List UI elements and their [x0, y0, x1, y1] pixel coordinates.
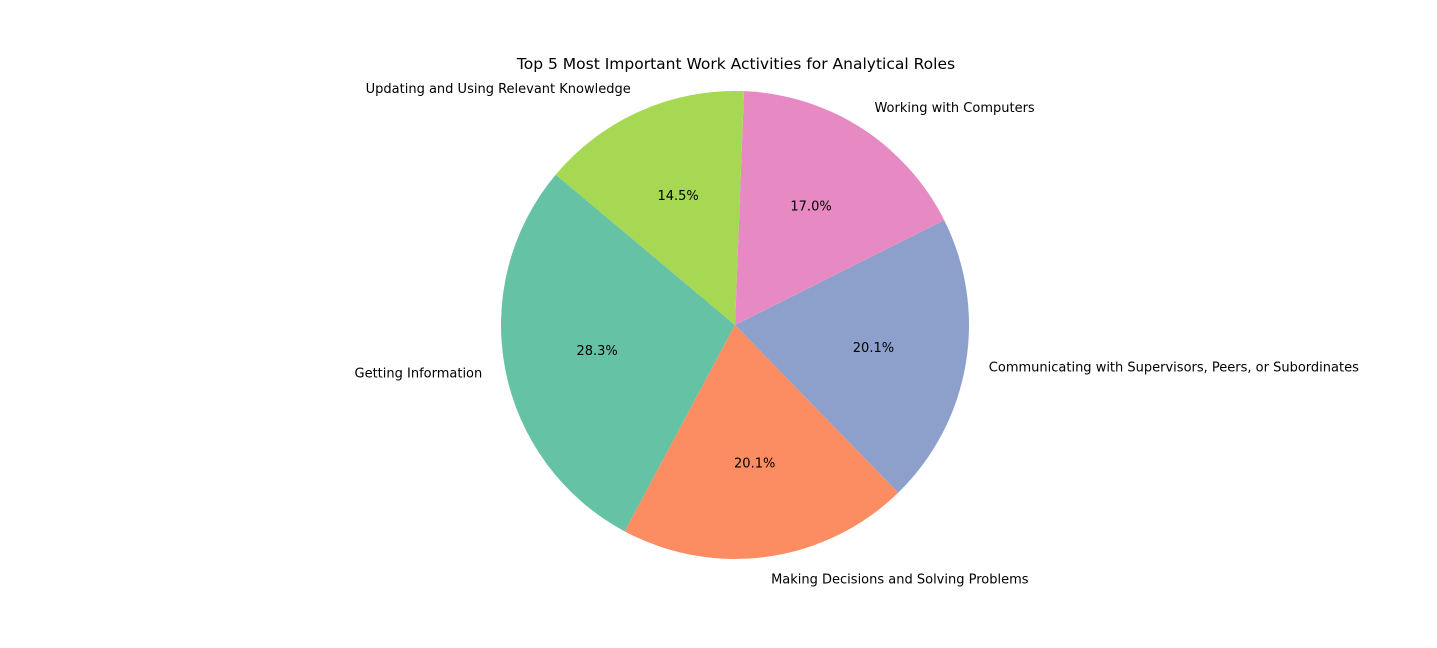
slice-percent-making-decisions-and-solving-problems: 20.1% — [734, 457, 775, 472]
chart-title: Top 5 Most Important Work Activities for… — [516, 55, 955, 73]
pie-slice-updating-and-using-relevant-knowledge — [555, 90, 744, 326]
pie-slice-working-with-computers — [735, 91, 945, 325]
pie-slices — [501, 90, 969, 559]
pie-slice-getting-information — [501, 174, 735, 532]
slice-percent-updating-and-using-relevant-knowledge: 14.5% — [657, 189, 698, 204]
pie-slice-communicating-with-supervisors-peers-or-subordinates — [735, 220, 969, 493]
slice-percent-communicating-with-supervisors-peers-or-subordinates: 20.1% — [853, 341, 894, 356]
pie-labels: Getting Information 28.3% Making Decisions… — [355, 82, 1360, 587]
pie-slice-making-decisions-and-solving-problems — [624, 325, 899, 559]
slice-label-getting-information: Getting Information — [355, 366, 483, 381]
slice-label-communicating-with-supervisors-peers-or-subordinates: Communicating with Supervisors, Peers, o… — [989, 360, 1359, 375]
slice-percent-getting-information: 28.3% — [576, 344, 617, 359]
slice-label-making-decisions-and-solving-problems: Making Decisions and Solving Problems — [771, 572, 1029, 587]
slice-label-updating-and-using-relevant-knowledge: Updating and Using Relevant Knowledge — [366, 82, 631, 97]
slice-label-working-with-computers: Working with Computers — [874, 101, 1034, 116]
slice-percent-working-with-computers: 17.0% — [790, 199, 831, 214]
